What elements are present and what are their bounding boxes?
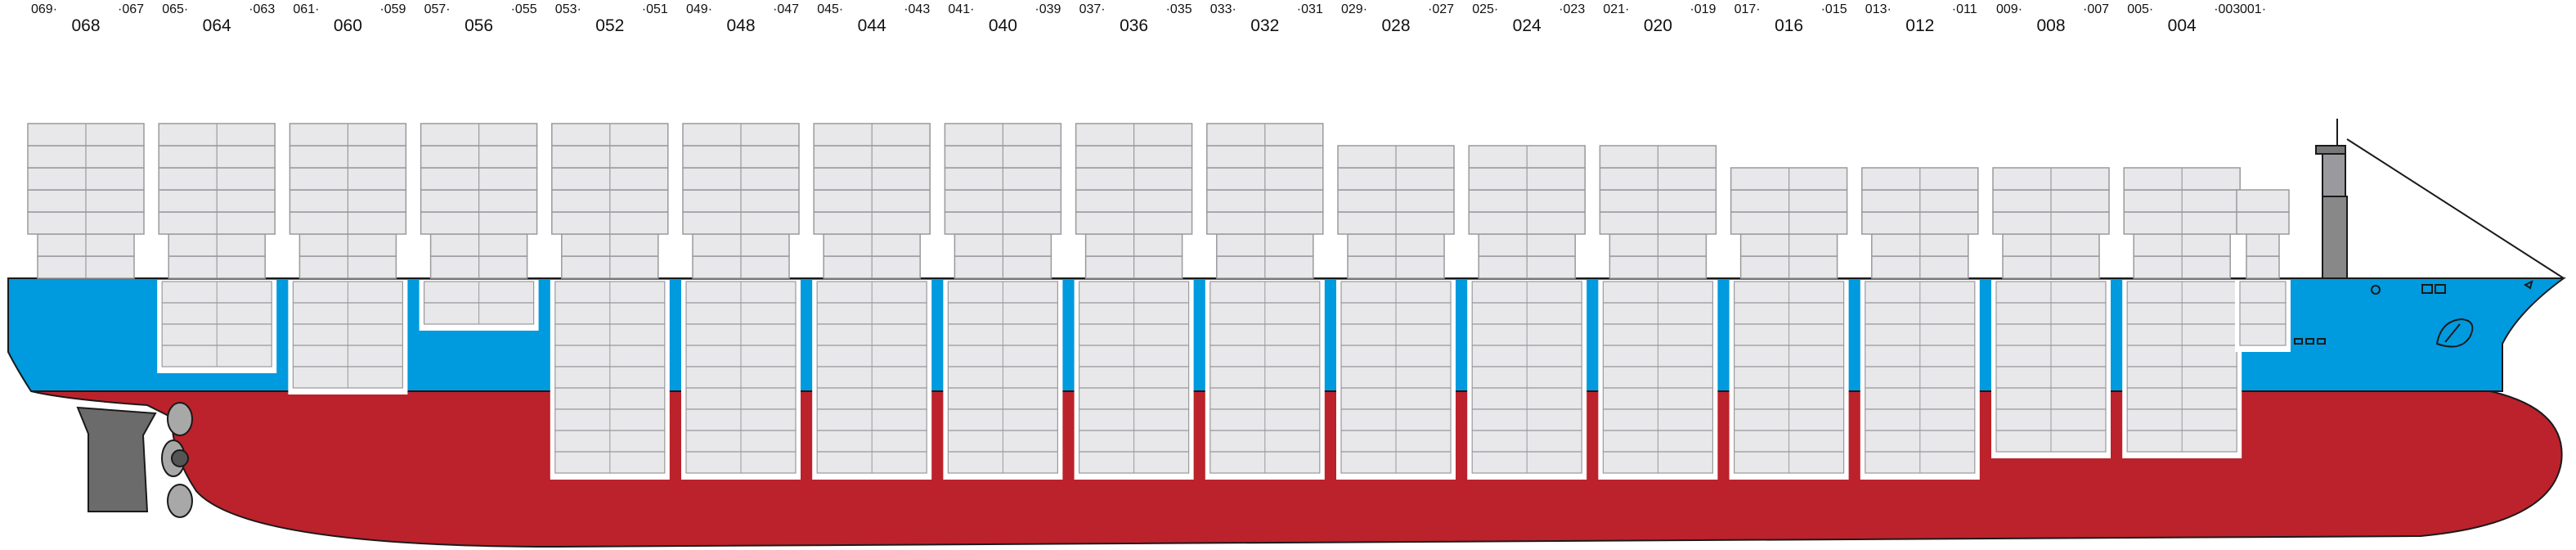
bay-number-label: 028 — [1381, 16, 1411, 35]
bay-fwd-label: 049· — [686, 2, 713, 16]
bay-064 — [157, 123, 277, 373]
bay-fwd-label: 013· — [1865, 2, 1892, 16]
bay-fwd-label: 053· — [554, 2, 581, 16]
bay-aft-label: ·055 — [510, 2, 537, 16]
bay-number-label: 040 — [988, 16, 1017, 35]
hold-container — [2239, 281, 2287, 304]
propeller — [161, 402, 193, 518]
bay-fwd-label: 017· — [1734, 2, 1761, 16]
bay-004 — [2122, 167, 2242, 458]
bay-040 — [943, 123, 1063, 480]
bay-aft-label: ·039 — [1034, 2, 1061, 16]
bay-fwd-label: 029· — [1341, 2, 1368, 16]
bay-aft-label: ·063 — [249, 2, 276, 16]
bay-number-label: 036 — [1120, 16, 1149, 35]
bay-aft-label: ·035 — [1165, 2, 1192, 16]
bay-number-label: 064 — [202, 16, 231, 35]
bay-fwd-label: 061· — [293, 2, 320, 16]
deck-container — [2236, 211, 2290, 235]
bay-fwd-label: 065· — [162, 2, 189, 16]
bay-fwd-label: 009· — [1996, 2, 2023, 16]
bay-aft-label: ·031 — [1296, 2, 1323, 16]
bay-aft-label: ·059 — [379, 2, 406, 16]
bay-fwd-label: 045· — [817, 2, 844, 16]
bay-number-label: 016 — [1775, 16, 1804, 35]
bay-024 — [1467, 145, 1587, 480]
bay-aft-label: ·003 — [2214, 2, 2241, 16]
bay-008 — [1991, 167, 2111, 458]
bay-aft-label: ·027 — [1428, 2, 1455, 16]
bay-028 — [1336, 145, 1456, 480]
bay-fwd-label: 069· — [31, 2, 58, 16]
bay-aft-label: ·011 — [1951, 2, 1977, 16]
hold-container — [2239, 302, 2287, 325]
bow-mast — [2315, 119, 2565, 279]
deck-container — [2236, 189, 2290, 213]
bay-aft-label: ·015 — [1820, 2, 1847, 16]
hold-container — [2239, 323, 2287, 346]
bay-052 — [550, 123, 670, 480]
bay-fwd-label: 001· — [2240, 2, 2267, 16]
bay-aft-label: ·047 — [773, 2, 800, 16]
bay-number-label: 004 — [2167, 16, 2197, 35]
bay-fwd-label: 037· — [1079, 2, 1106, 16]
bay-aft-label: ·007 — [2083, 2, 2110, 16]
bay-aft-label: ·051 — [641, 2, 668, 16]
bay-aft-label: ·067 — [118, 2, 145, 16]
bow-markings — [2294, 280, 2533, 348]
bay-fwd-label: 057· — [424, 2, 451, 16]
bay-068 — [27, 123, 145, 279]
bay-number-label: 008 — [2036, 16, 2066, 35]
bay-001 — [2235, 189, 2291, 352]
bay-060 — [288, 123, 408, 394]
container-bays — [27, 123, 2291, 480]
bay-056 — [419, 123, 539, 331]
bay-number-label: 044 — [857, 16, 886, 35]
bay-fwd-label: 005· — [2127, 2, 2154, 16]
bay-048 — [681, 123, 801, 480]
bay-aft-label: ·023 — [1559, 2, 1586, 16]
deck-container — [2246, 233, 2280, 257]
bay-number-label: 056 — [464, 16, 494, 35]
bay-number-label: 024 — [1512, 16, 1542, 35]
bay-number-label: 012 — [1905, 16, 1935, 35]
bay-012 — [1860, 167, 1980, 480]
bay-number-label: 048 — [726, 16, 756, 35]
bay-fwd-label: 025· — [1472, 2, 1499, 16]
bay-number-label: 068 — [71, 16, 101, 35]
bay-aft-label: ·043 — [904, 2, 931, 16]
bay-labels: 068 069· ·067 064 065· ·063 060 061· ·059 056 057·… — [0, 0, 2576, 41]
bay-number-label: 020 — [1643, 16, 1672, 35]
bay-032 — [1205, 123, 1325, 480]
bay-number-label: 060 — [333, 16, 362, 35]
bay-aft-label: ·019 — [1690, 2, 1717, 16]
bay-number-label: 052 — [595, 16, 625, 35]
bay-fwd-label: 041· — [948, 2, 975, 16]
deck-container — [2246, 255, 2280, 279]
rudder — [76, 406, 157, 512]
bay-020 — [1598, 145, 1718, 480]
bay-016 — [1729, 167, 1849, 480]
bay-036 — [1074, 123, 1194, 480]
bay-number-label: 032 — [1250, 16, 1280, 35]
bay-fwd-label: 033· — [1209, 2, 1236, 16]
bay-fwd-label: 021· — [1603, 2, 1630, 16]
bay-044 — [812, 123, 932, 480]
